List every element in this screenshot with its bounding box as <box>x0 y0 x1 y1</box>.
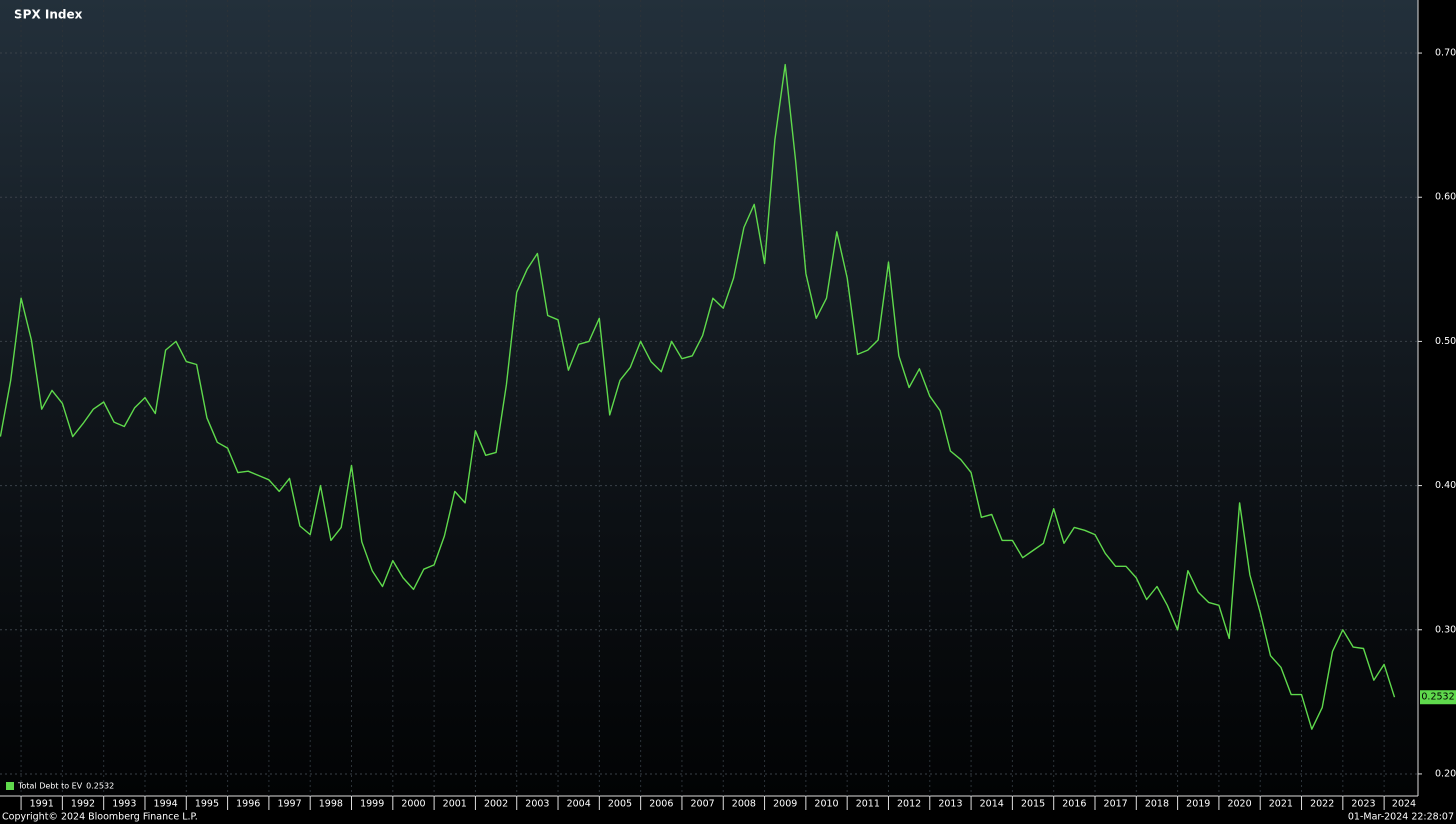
y-tick-label: 0.50 <box>1435 336 1456 347</box>
chart-title: SPX Index <box>14 8 83 22</box>
x-tick-label: 1994 <box>154 799 178 810</box>
x-tick-label: 2006 <box>649 799 673 810</box>
x-tick-label: 2008 <box>732 799 756 810</box>
x-tick-label: 2001 <box>443 799 467 810</box>
x-tick-label: 2009 <box>773 799 797 810</box>
plot-area <box>0 0 1418 796</box>
x-tick-label: 1993 <box>112 799 136 810</box>
x-tick-label: 1996 <box>236 799 260 810</box>
last-value-label: 0.2532 <box>1421 692 1454 703</box>
legend-label: Total Debt to EV <box>17 782 83 791</box>
x-tick-label: 2015 <box>1021 799 1045 810</box>
line-series <box>0 63 1396 730</box>
x-tick-label: 1997 <box>277 799 301 810</box>
x-tick-label: 1999 <box>360 799 384 810</box>
source: Copyright© 2024 Bloomberg Finance L.P. <box>2 812 198 823</box>
legend-value: 0.2532 <box>86 782 114 791</box>
x-tick-label: 2007 <box>691 799 715 810</box>
x-tick-label: 1995 <box>195 799 219 810</box>
x-tick-label: 1991 <box>30 799 54 810</box>
last-value-tag <box>1420 690 1456 705</box>
x-tick-label: 2024 <box>1392 799 1416 810</box>
x-tick-label: 2016 <box>1062 799 1086 810</box>
x-tick-label: 2011 <box>856 799 880 810</box>
x-tick-label: 2023 <box>1351 799 1375 810</box>
x-tick-label: 2005 <box>608 799 632 810</box>
x-tick-label: 2018 <box>1145 799 1169 810</box>
x-tick-label: 2022 <box>1310 799 1334 810</box>
x-tick-label: 2020 <box>1227 799 1251 810</box>
x-tick-label: 2014 <box>980 799 1004 810</box>
x-tick-label: 2010 <box>814 799 838 810</box>
x-tick-label: 2017 <box>1104 799 1128 810</box>
legend-swatch <box>6 782 14 790</box>
x-tick-label: 1998 <box>319 799 343 810</box>
x-tick-label: 2004 <box>567 799 591 810</box>
x-tick-label: 1992 <box>71 799 95 810</box>
y-tick-label: 0.60 <box>1435 192 1456 203</box>
x-tick-label: 2003 <box>525 799 549 810</box>
timestamp: 01-Mar-2024 22:28:07 <box>1348 812 1454 823</box>
y-tick-label: 0.70 <box>1435 48 1456 59</box>
x-tick-label: 2021 <box>1269 799 1293 810</box>
y-tick-label: 0.30 <box>1435 624 1456 635</box>
x-tick-label: 2013 <box>938 799 962 810</box>
x-tick-label: 2002 <box>484 799 508 810</box>
y-tick-label: 0.20 <box>1435 768 1456 779</box>
x-tick-label: 2019 <box>1186 799 1210 810</box>
x-tick-label: 2000 <box>401 799 425 810</box>
y-tick-label: 0.40 <box>1435 480 1456 491</box>
x-tick-label: 2012 <box>897 799 921 810</box>
